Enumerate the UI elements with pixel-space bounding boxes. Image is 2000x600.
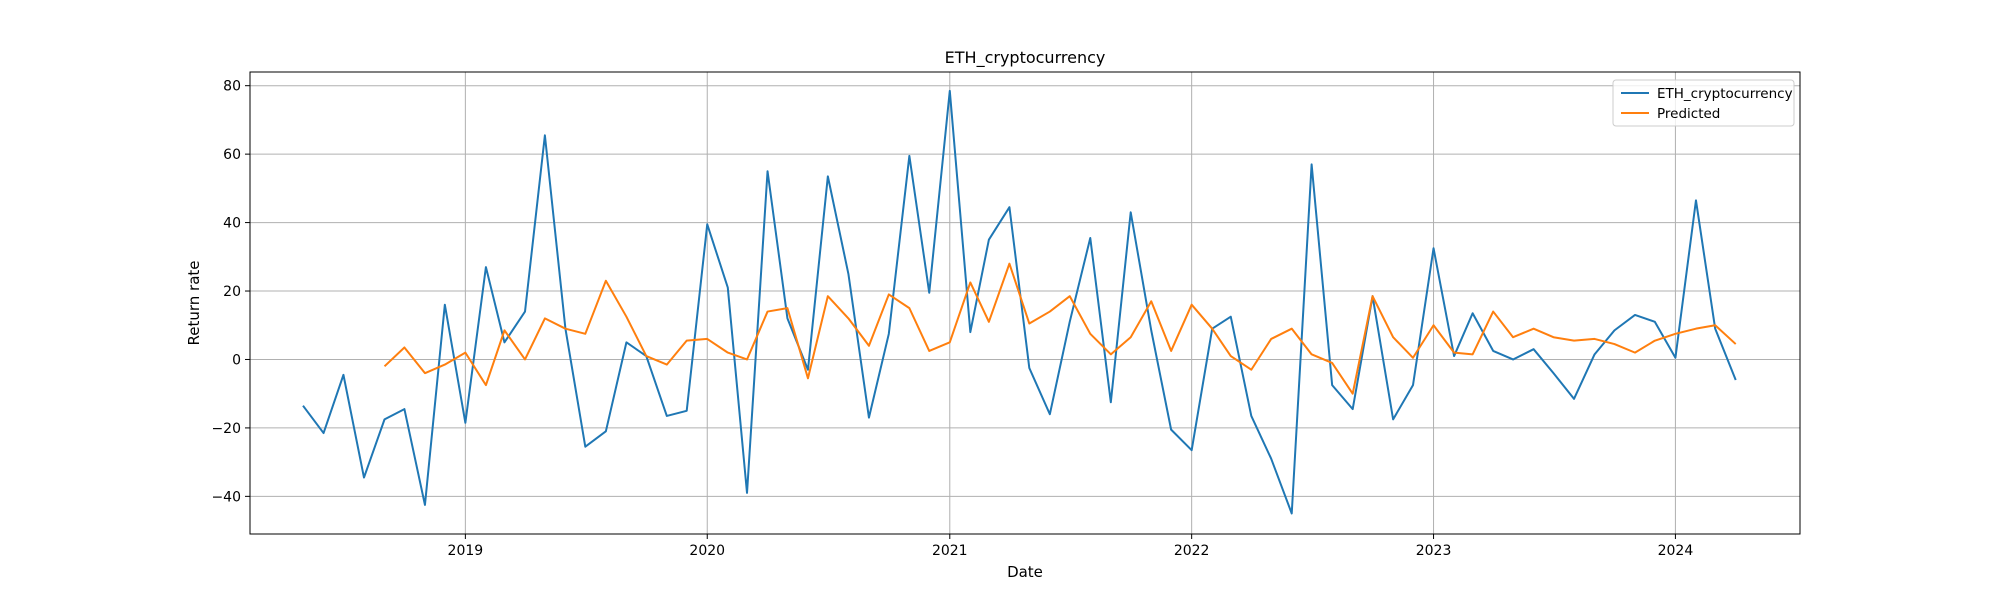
plot-frame (249, 71, 1801, 535)
x-axis-label: Date (1007, 563, 1043, 581)
series-line-predicted (383, 262, 1737, 395)
x-tick-label: 2019 (448, 543, 484, 559)
x-tick-label: 2021 (932, 543, 968, 559)
y-axis-label: Return rate (185, 260, 203, 345)
legend: ETH_cryptocurrency Predicted (1612, 79, 1795, 127)
x-tick-label: 2020 (689, 543, 725, 559)
series-line-eth-cryptocurrency (302, 89, 1737, 515)
legend-label: Predicted (1657, 106, 1720, 122)
legend-box (1612, 79, 1795, 127)
x-tick-label: 2024 (1658, 543, 1694, 559)
series-layer (302, 89, 1737, 515)
x-axis-ticks: 2019 2020 2021 2022 2023 2024 (448, 534, 1694, 559)
y-axis-ticks: −40 −20 0 20 40 60 80 (211, 79, 250, 505)
y-tick-label: 80 (223, 79, 241, 95)
y-tick-label: 60 (223, 147, 241, 163)
x-tick-label: 2022 (1174, 543, 1210, 559)
grid-lines (250, 72, 1800, 534)
y-tick-label: −40 (211, 489, 241, 505)
x-tick-label: 2023 (1416, 543, 1452, 559)
y-tick-label: 40 (223, 216, 241, 232)
y-tick-label: 0 (232, 352, 241, 368)
y-tick-label: 20 (223, 284, 241, 300)
y-tick-label: −20 (211, 421, 241, 437)
chart-title: ETH_cryptocurrency (945, 48, 1106, 68)
legend-label: ETH_cryptocurrency (1657, 86, 1793, 102)
